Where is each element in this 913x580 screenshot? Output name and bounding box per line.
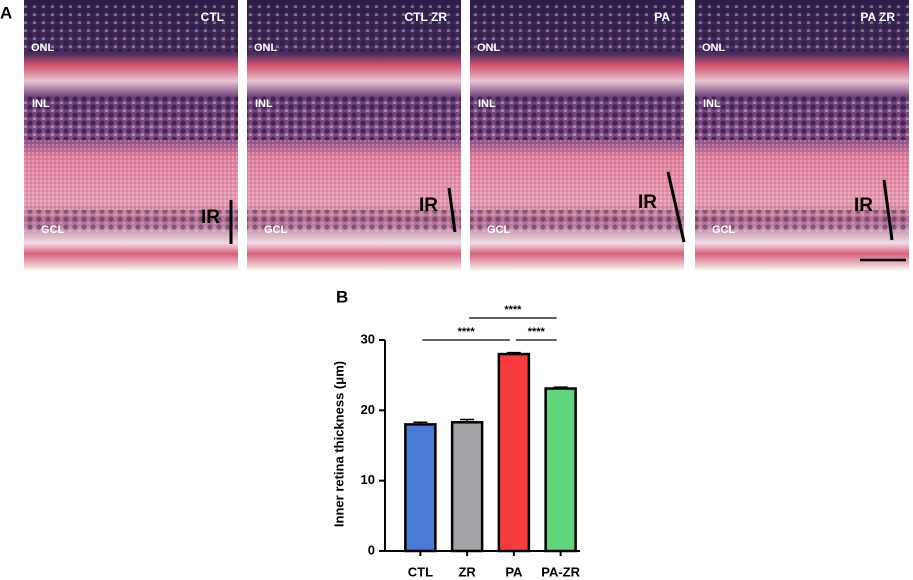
x-tick-label: CTL [408,564,433,579]
bar [450,421,484,553]
image-title: CTL ZR [405,10,448,24]
layer-label: INL [255,98,273,110]
bar [497,352,531,553]
error-bar [506,351,521,355]
panel-letter: A [0,3,12,22]
plexiform-layer [695,140,909,210]
layer-label: GCL [487,224,511,236]
ir-label: IR [201,207,220,228]
ganglion-layer [24,210,238,232]
nuclei-layer [470,0,684,52]
histology-panels: CTL ONL INL GCL IR CTL ZR ONL INL GCL IR PA ONL INL G… [24,0,909,270]
bar [404,423,437,553]
x-tick-label: ZR [458,564,476,579]
ganglion-layer [247,210,461,232]
nuclei-layer [470,96,684,140]
ir-label: IR [419,195,438,216]
layer-label: ONL [31,42,55,54]
nuclei-layer [695,96,909,140]
layer-label: GCL [712,224,736,236]
error-bar [413,421,428,425]
ganglion-layer [470,210,684,232]
ganglion-layer [695,210,909,232]
y-tick-label: 30 [361,331,375,346]
nuclei-layer [695,0,909,52]
bar [544,387,577,553]
significance-label: **** [528,326,546,338]
ir-bar [882,179,894,241]
layer-label: INL [32,98,50,110]
layer-label: INL [703,98,721,110]
nuclei-layer [24,0,238,52]
panel-letter: B [336,287,348,306]
y-axis-title: Inner retina thickness (μm) [331,361,346,527]
image-title: PA [654,10,670,24]
plexiform-layer [247,140,461,210]
y-tick-label: 20 [361,402,375,417]
ir-label: IR [854,195,873,216]
ir-label: IR [638,192,657,213]
layer-label: ONL [702,42,726,54]
image-title: CTL [201,10,224,24]
significance-label: **** [458,326,476,338]
image-title: PA ZR [860,10,895,24]
ir-bar [447,187,457,233]
nuclei-layer [247,0,461,52]
layer-label: ONL [477,42,501,54]
layer-label: GCL [41,224,65,236]
nuclei-layer [247,96,461,140]
layer-label: ONL [254,42,278,54]
layer-label: GCL [264,224,288,236]
plexiform-layer [24,140,238,210]
error-bar [553,386,568,389]
ir-bar [666,171,686,243]
x-tick-label: PA-ZR [541,564,580,579]
y-tick-label: 0 [368,542,375,557]
plexiform-layer [470,140,684,210]
nuclei-layer [24,96,238,140]
error-bar [460,418,475,423]
x-tick-label: PA [505,564,523,579]
layer-label: INL [478,98,496,110]
y-tick-label: 10 [361,472,375,487]
significance-label: **** [504,304,522,316]
